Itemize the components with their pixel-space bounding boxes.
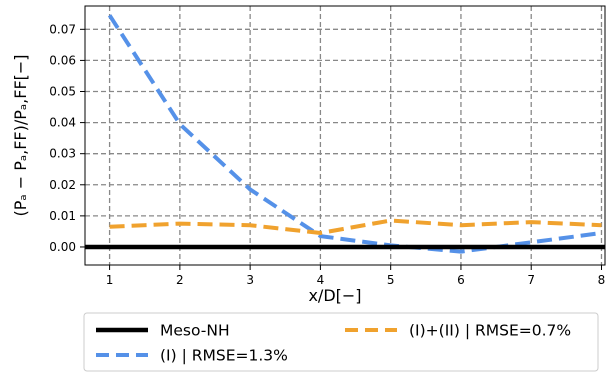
y-tick-label: 0.01	[49, 209, 76, 223]
y-axis-label: (Pₐ − Pₐ,FF)/Pₐ,FF[−]	[11, 54, 30, 216]
x-tick-label: 4	[317, 273, 325, 287]
x-tick-label: 3	[246, 273, 254, 287]
x-tick-label: 6	[457, 273, 465, 287]
y-axis: 0.00 0.01 0.02 0.03 0.04 0.05 0.06 0.07	[49, 22, 85, 254]
x-axis-label: x/D[−]	[308, 286, 361, 305]
series-line-2	[109, 218, 602, 235]
legend-label: (I) | RMSE=1.3%	[160, 347, 288, 365]
y-tick-label: 0.04	[49, 116, 76, 130]
plot-frame	[84, 5, 606, 266]
y-tick-label: 0.00	[49, 240, 76, 254]
y-tick-label: 0.05	[49, 85, 76, 99]
series-layer	[84, 14, 606, 254]
y-tick-label: 0.03	[49, 147, 76, 161]
legend-box	[83, 312, 599, 372]
legend: Meso-NH (I) | RMSE=1.3% (I)+(II) | RMSE=0.…	[83, 312, 599, 372]
x-tick-label: 7	[527, 273, 535, 287]
x-tick-label: 2	[176, 273, 184, 287]
series-line-1	[107, 14, 602, 254]
x-axis: 1 2 3 4 5 6 7 8	[106, 265, 606, 287]
x-tick-label: 8	[598, 273, 606, 287]
y-tick-label: 0.06	[49, 53, 76, 67]
y-tick-label: 0.07	[49, 22, 76, 36]
x-tick-label: 1	[106, 273, 114, 287]
legend-label: Meso-NH	[160, 322, 230, 340]
grid	[85, 6, 605, 265]
x-tick-label: 5	[387, 273, 395, 287]
y-tick-label: 0.02	[49, 178, 76, 192]
legend-label: (I)+(II) | RMSE=0.7%	[409, 322, 571, 340]
